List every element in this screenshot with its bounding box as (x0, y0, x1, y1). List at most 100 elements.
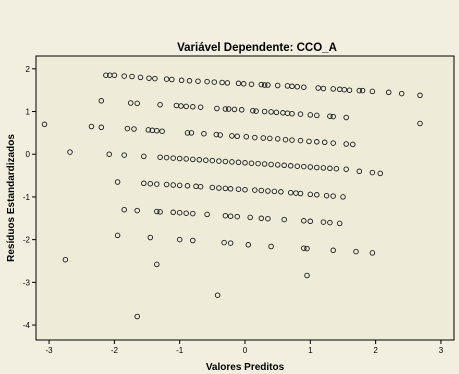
x-tick-label: -2 (111, 346, 119, 355)
y-tick-label: 1 (26, 108, 31, 117)
data-point (201, 130, 207, 137)
y-tick-label: -3 (23, 278, 31, 287)
data-point (145, 127, 152, 133)
data-point (327, 113, 333, 119)
data-point (229, 159, 235, 165)
data-point (278, 189, 284, 195)
data-point (235, 159, 242, 166)
data-point (252, 134, 258, 141)
data-point (297, 137, 304, 144)
data-point (369, 250, 376, 256)
data-point (343, 166, 349, 172)
data-point (146, 75, 152, 81)
x-tick-label: 1 (308, 346, 313, 355)
data-point (234, 133, 240, 140)
data-point (106, 151, 112, 157)
data-point (274, 82, 281, 89)
data-point (294, 163, 301, 169)
data-point (258, 81, 265, 88)
data-point (129, 73, 135, 80)
data-point (169, 76, 175, 83)
data-point (183, 210, 189, 216)
data-point (163, 181, 170, 188)
data-point (304, 272, 310, 279)
data-point (221, 239, 227, 246)
data-point (217, 132, 223, 138)
data-point (301, 245, 307, 251)
data-point (225, 106, 232, 112)
data-point (273, 109, 280, 116)
data-point (258, 187, 265, 194)
data-point (190, 210, 196, 217)
data-point (245, 242, 252, 248)
data-point (121, 152, 127, 158)
data-point (248, 81, 255, 87)
data-point (88, 123, 95, 130)
y-axis-ticks: 2 1 0 -1 -2 -3 -4 (23, 65, 36, 330)
data-point (131, 126, 137, 132)
data-point (134, 313, 140, 320)
data-point (261, 82, 268, 88)
data-point (222, 212, 229, 219)
data-point (222, 158, 229, 165)
data-point (163, 76, 170, 82)
data-point (211, 79, 218, 85)
data-point (178, 77, 185, 84)
data-point (196, 157, 203, 163)
y-tick-label: -4 (23, 321, 31, 330)
data-point (157, 209, 163, 215)
data-point (176, 182, 183, 189)
data-point (197, 104, 204, 110)
data-point (227, 240, 234, 246)
data-point (260, 135, 267, 141)
data-point (197, 183, 204, 190)
data-point (265, 82, 271, 88)
data-point (294, 83, 301, 90)
data-point (261, 161, 268, 167)
data-point (306, 138, 312, 145)
x-axis-title: Valores Preditos (206, 362, 285, 373)
data-point (242, 160, 248, 166)
data-point (359, 87, 366, 94)
data-point (315, 85, 321, 91)
data-point (216, 185, 222, 191)
data-point (289, 137, 295, 143)
data-point (219, 79, 225, 86)
data-point (184, 183, 191, 189)
data-point (385, 89, 392, 96)
data-point (134, 207, 140, 214)
data-point (157, 154, 163, 160)
data-point (114, 179, 121, 185)
data-point (152, 75, 158, 82)
y-tick-label: 2 (26, 65, 31, 74)
data-point (265, 215, 271, 222)
data-point (297, 111, 304, 117)
data-point (124, 125, 131, 132)
data-point (190, 156, 196, 163)
data-point (267, 135, 273, 142)
data-point (343, 114, 349, 121)
data-point (209, 184, 216, 191)
data-point (178, 103, 184, 109)
data-point (320, 219, 327, 225)
data-point (170, 182, 176, 188)
data-point (307, 191, 314, 198)
data-point (330, 247, 336, 254)
data-point (314, 192, 320, 198)
data-point (398, 90, 405, 97)
data-point (274, 136, 281, 142)
data-point (350, 141, 356, 148)
data-point (141, 153, 147, 160)
data-point (268, 161, 274, 168)
data-point (231, 106, 238, 113)
data-point (314, 164, 320, 171)
data-point (307, 112, 314, 118)
data-point (271, 188, 278, 195)
data-point (320, 85, 327, 92)
data-point (163, 154, 170, 161)
data-point (252, 187, 258, 193)
data-points (41, 72, 423, 320)
data-point (314, 139, 320, 145)
data-point (188, 130, 195, 136)
